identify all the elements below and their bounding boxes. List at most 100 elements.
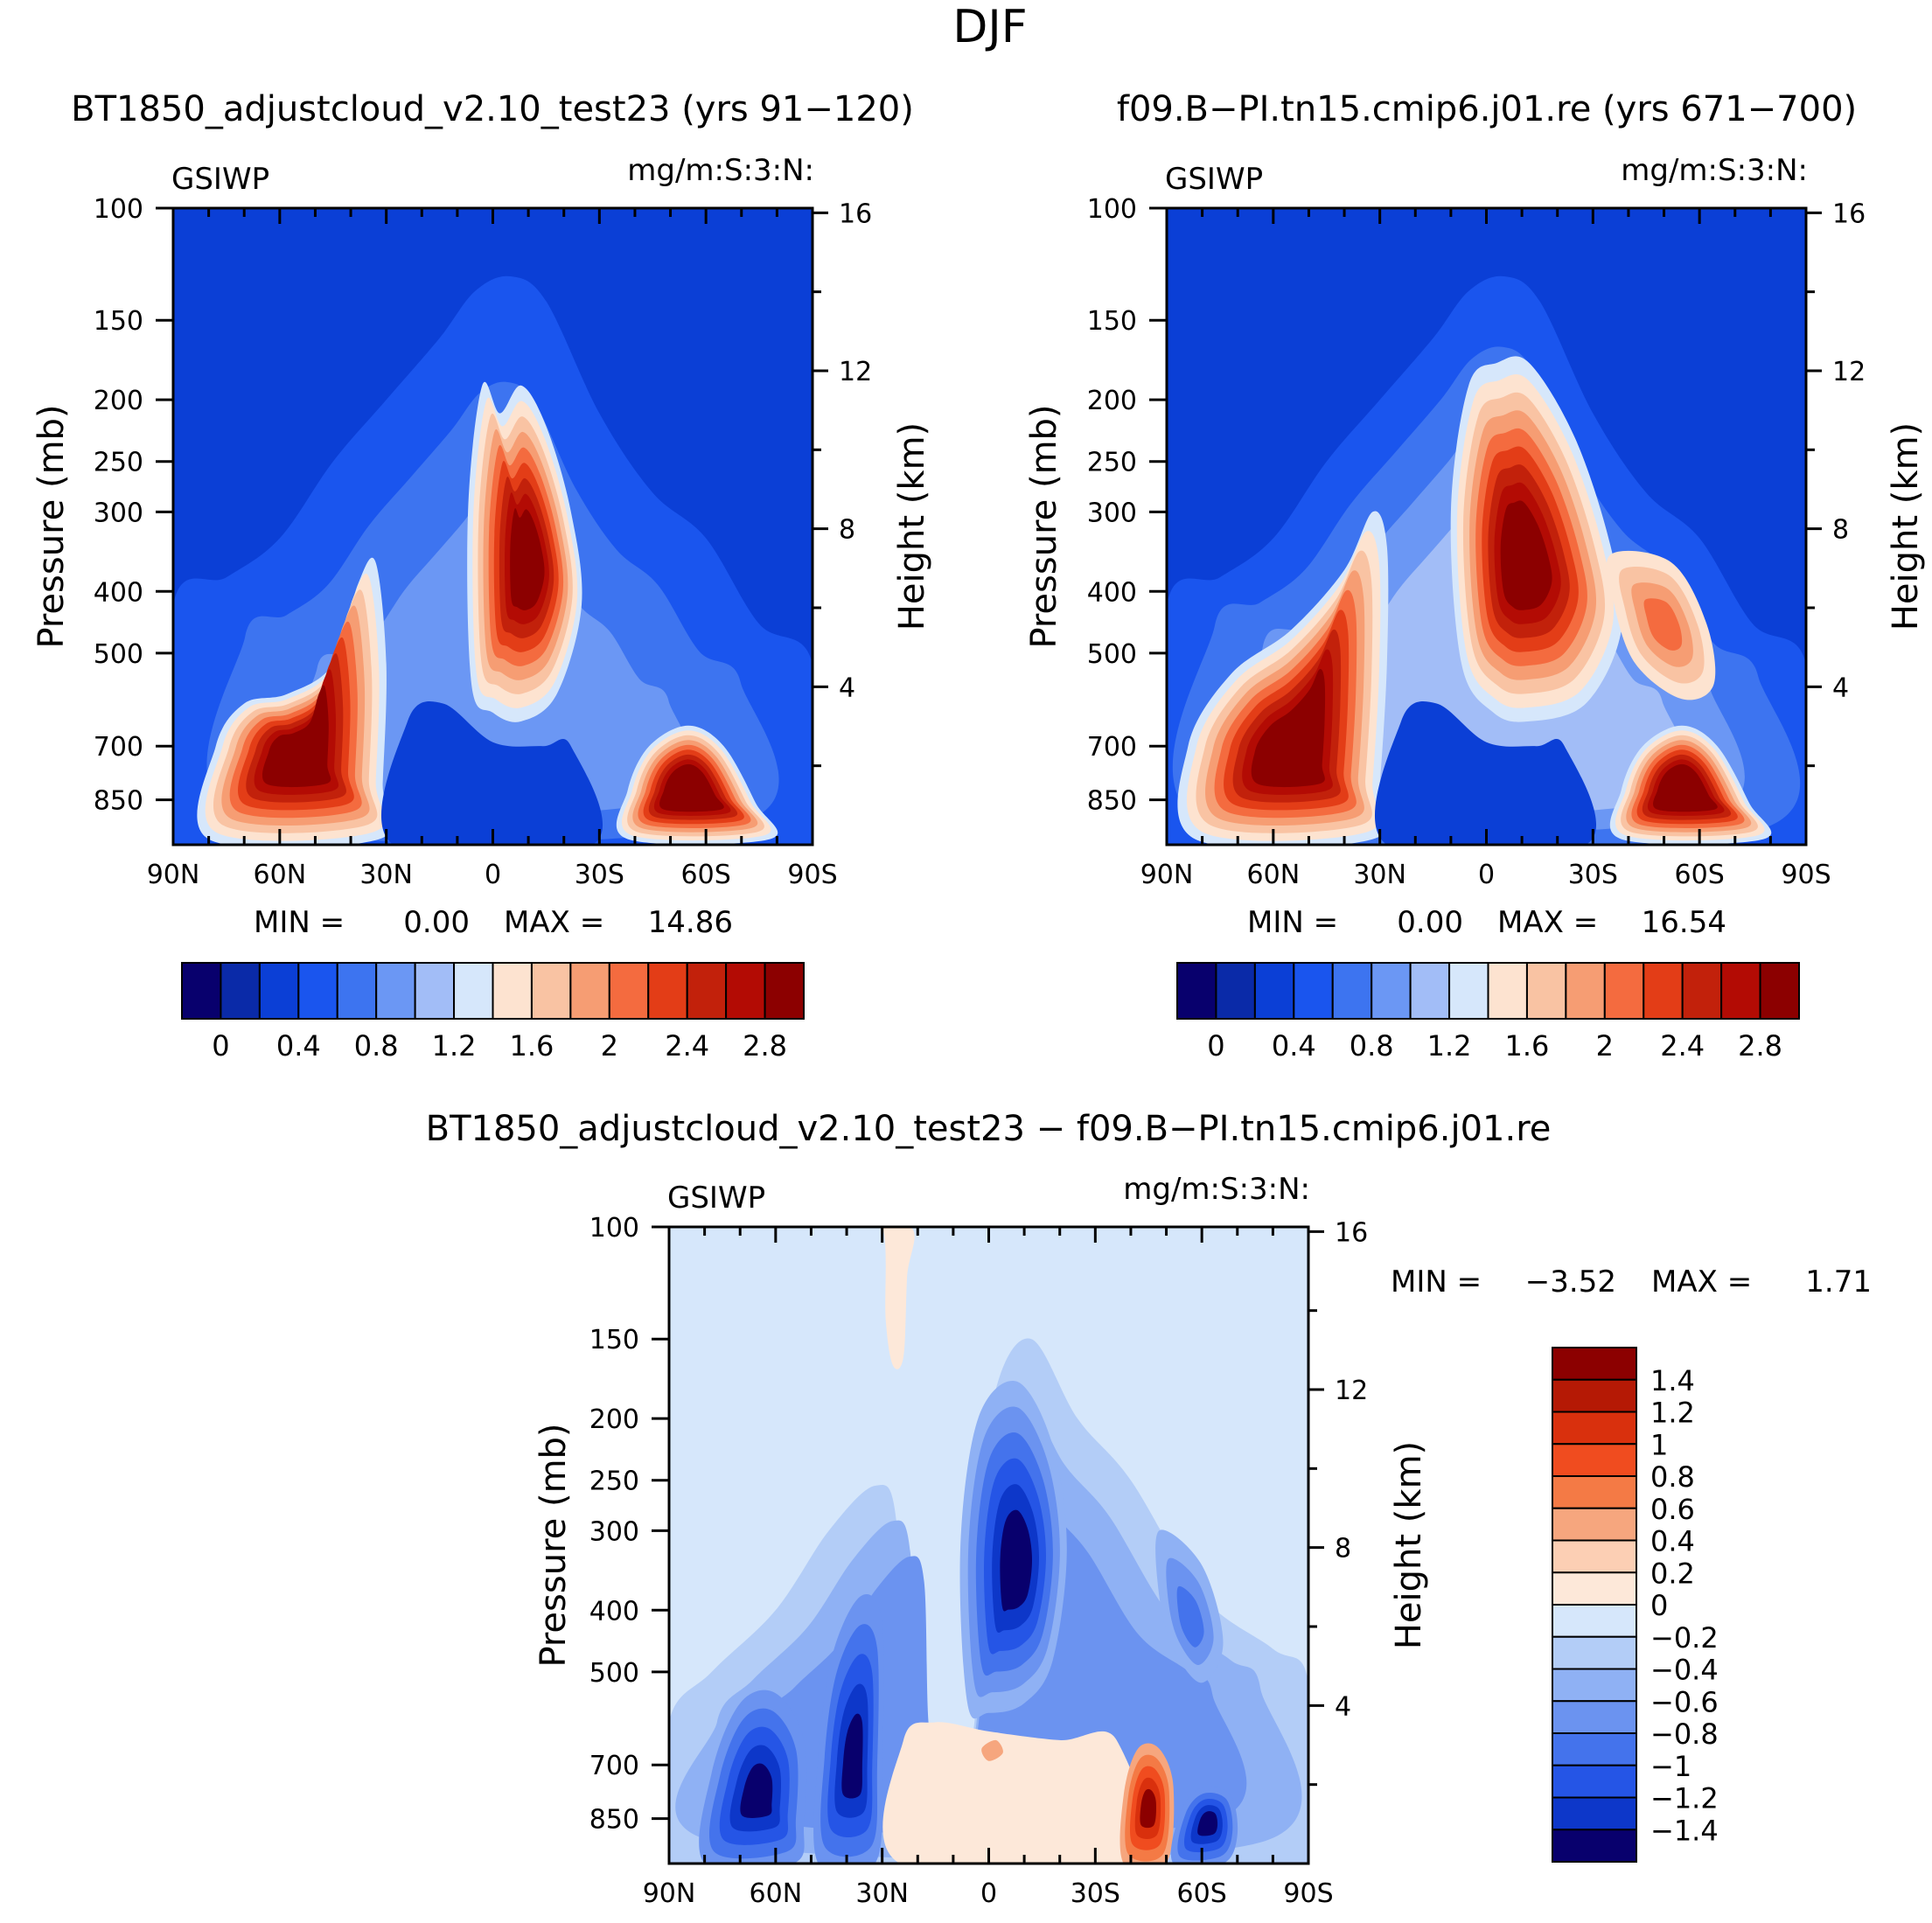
panel1-field — [173, 275, 813, 845]
colorbar-swatch — [1720, 962, 1761, 1020]
colorbar-label: −0.8 — [1650, 1717, 1719, 1751]
colorbar-label: 1.4 — [1650, 1364, 1695, 1397]
x-tick-label: 90S — [787, 860, 837, 890]
diff-nh-lobe-a-level-4 — [740, 1763, 773, 1818]
x-tick-label: 60S — [681, 860, 731, 890]
colorbar-swatch — [220, 962, 261, 1020]
diff-panel-max-value: 1.71 — [1805, 1265, 1872, 1299]
y2-tick-label: 8 — [1832, 515, 1849, 546]
colorbar-swatch — [1448, 962, 1489, 1020]
colorbar-swatch — [1552, 1443, 1637, 1477]
diff-panel-units: mg/m:S:3:N: — [1123, 1172, 1310, 1207]
y-tick-label: 150 — [94, 306, 143, 337]
y2-tick-label: 8 — [1335, 1534, 1351, 1564]
panel1-max-label: MAX = — [504, 905, 604, 940]
colorbar-label: −1.2 — [1650, 1782, 1719, 1815]
panel2-trop-trough — [1374, 701, 1596, 845]
y-tick-label: 150 — [589, 1325, 639, 1355]
diff-trop-core-level-5 — [1000, 1509, 1032, 1612]
x-tick-label: 30S — [1568, 860, 1618, 890]
panel1-min-label: MIN = — [254, 905, 345, 940]
colorbar-swatch — [1552, 1571, 1637, 1606]
diff-nh-lobe-b-level-4 — [841, 1713, 863, 1799]
panel2-min-label: MIN = — [1247, 905, 1338, 940]
colorbar-swatch — [1176, 962, 1217, 1020]
panel2-sh-max-level-8 — [1653, 763, 1718, 812]
colorbar-swatch — [453, 962, 494, 1020]
colorbar-swatch — [647, 962, 688, 1020]
colorbar-label: −0.6 — [1650, 1685, 1719, 1718]
y-tick-label: 400 — [94, 577, 143, 608]
diff-upper-positive — [847, 1227, 915, 1369]
y2-tick-label: 16 — [1335, 1217, 1368, 1248]
panel1-min-value: 0.00 — [403, 905, 470, 940]
colorbar-label: 1.2 — [1650, 1397, 1695, 1430]
panel2-ylabel: Pressure (mb) — [1024, 404, 1064, 648]
y2-tick-label: 12 — [1832, 357, 1866, 387]
panel1-trop-trough — [380, 701, 603, 845]
panel2-min-value: 0.00 — [1397, 905, 1463, 940]
colorbar-swatch — [1603, 962, 1645, 1020]
colorbar-swatch — [375, 962, 416, 1020]
diff-panel-min-value: −3.52 — [1525, 1265, 1616, 1299]
panel2-title: f09.B−PI.tn15.cmip6.j01.re (yrs 671−700) — [1117, 89, 1857, 129]
y-tick-label: 100 — [94, 194, 143, 225]
x-tick-label: 60S — [1177, 1878, 1227, 1909]
colorbar-swatch — [1371, 962, 1412, 1020]
y-tick-label: 400 — [589, 1596, 639, 1627]
panel2-trop-max-level-8 — [1500, 500, 1552, 610]
colorbar-label: 0 — [1650, 1589, 1668, 1622]
panel2-max-value: 16.54 — [1642, 905, 1726, 940]
x-tick-label: 90N — [147, 860, 200, 890]
y2-tick-label: 16 — [1832, 199, 1866, 229]
y-tick-label: 850 — [589, 1805, 639, 1836]
panel1-y2label: Height (km) — [892, 422, 932, 631]
colorbar-label: 1 — [1650, 1428, 1668, 1461]
y-tick-label: 500 — [589, 1658, 639, 1689]
colorbar-swatch — [608, 962, 650, 1020]
diff-sh-upper-level-2 — [1176, 1585, 1204, 1648]
diff-panel-title: BT1850_adjustcloud_v2.10_test23 − f09.B−… — [426, 1109, 1552, 1149]
x-tick-label: 60S — [1675, 860, 1725, 890]
panel2-variable: GSIWP — [1165, 162, 1263, 197]
panel1-nh-max-level-8 — [262, 685, 331, 788]
y-tick-label: 300 — [94, 498, 143, 528]
colorbar-label: 0 — [212, 1029, 229, 1063]
panel1-max-value: 14.86 — [648, 905, 733, 940]
colorbar-swatch — [1552, 1347, 1637, 1381]
season-title: DJF — [952, 1, 1027, 53]
diff-positive-dot — [981, 1739, 1003, 1761]
colorbar-label: 2.4 — [1660, 1029, 1705, 1063]
panel1-title: BT1850_adjustcloud_v2.10_test23 (yrs 91−… — [71, 89, 914, 129]
y-tick-label: 150 — [1087, 306, 1137, 337]
colorbar-swatch — [569, 962, 610, 1020]
colorbar-label: 1.2 — [1427, 1029, 1472, 1063]
colorbar-label: −0.4 — [1650, 1654, 1719, 1687]
colorbar-swatch — [1552, 1378, 1637, 1413]
diff-panel-min-label: MIN = — [1391, 1265, 1482, 1299]
y2-tick-label: 4 — [1335, 1691, 1351, 1722]
x-tick-label: 60N — [750, 1878, 803, 1909]
panel2-max-label: MAX = — [1497, 905, 1598, 940]
colorbar-swatch — [1643, 962, 1684, 1020]
colorbar-swatch — [1487, 962, 1528, 1020]
y-tick-label: 500 — [1087, 639, 1137, 670]
panel1-trop-max-level-8 — [510, 508, 545, 610]
diff-sh-lobe-level-4 — [1197, 1811, 1218, 1836]
colorbar-swatch — [1552, 1764, 1637, 1799]
y2-tick-label: 12 — [839, 357, 872, 387]
colorbar-swatch — [1552, 1507, 1637, 1542]
diff-panel-field — [669, 1227, 1308, 1864]
diff-panel-axes: 90N 60N 30N 0 30S 60S 90S 100 150 200 250 300 400 500… — [589, 1213, 1368, 1909]
x-tick-label: 90N — [643, 1878, 696, 1909]
panel1-axes: 90N 60N 30N 0 30S 60S 90S 100 150 200 250 300 400 500… — [94, 194, 872, 890]
colorbar-swatch — [1552, 1668, 1637, 1703]
diff-sh-positive-level-4 — [1140, 1788, 1156, 1829]
y-tick-label: 100 — [589, 1213, 639, 1244]
colorbar-swatch — [1681, 962, 1723, 1020]
colorbar-label: −1 — [1650, 1750, 1691, 1783]
colorbar-swatch — [1525, 962, 1567, 1020]
colorbar-label: 2.4 — [665, 1029, 709, 1063]
colorbar-swatch — [1552, 1732, 1637, 1766]
colorbar-swatch — [297, 962, 338, 1020]
